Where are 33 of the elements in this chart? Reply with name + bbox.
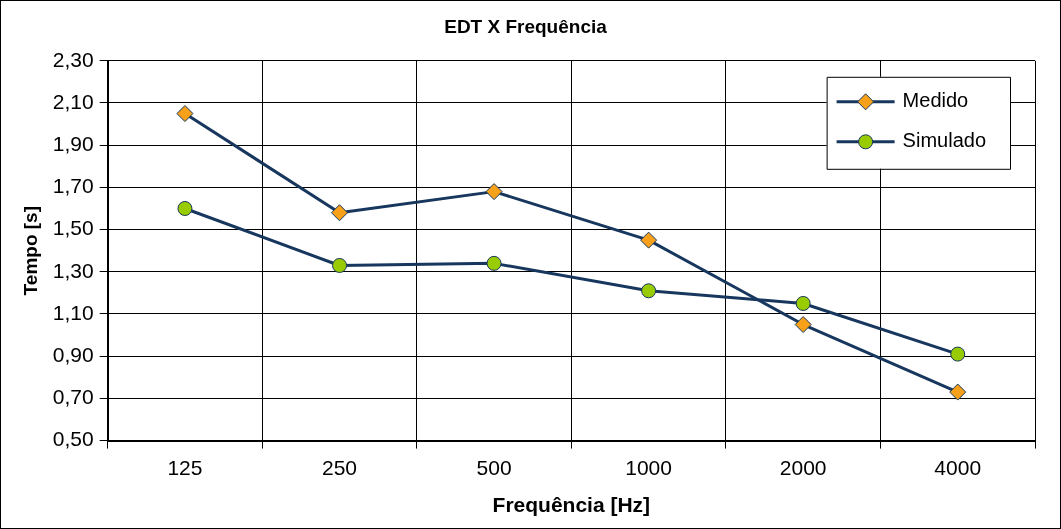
- point: [486, 255, 502, 271]
- point: [332, 257, 347, 273]
- y-tick-label: 0,50: [52, 427, 94, 451]
- y-tick-label: 1,70: [52, 174, 94, 198]
- point: [176, 105, 194, 123]
- point: [641, 283, 657, 299]
- chart-title: EDT X Frequência: [444, 15, 608, 37]
- x-tick-label: 125: [167, 456, 203, 479]
- y-tick-label: 1,30: [52, 258, 94, 282]
- x-tick-label: 500: [476, 456, 512, 479]
- point: [794, 316, 812, 334]
- y-tick-label: 1,10: [52, 300, 94, 324]
- x-axis-title: Frequência [Hz]: [492, 493, 651, 517]
- point: [640, 231, 658, 249]
- point: [331, 204, 348, 222]
- y-tick-label: 2,10: [52, 89, 94, 113]
- x-tick-label: 1000: [625, 456, 672, 479]
- legend-label: Simulado: [902, 129, 987, 152]
- point: [950, 346, 966, 362]
- y-tick-label: 1,50: [52, 216, 94, 240]
- legend-label: Medido: [902, 89, 969, 112]
- point: [177, 201, 193, 216]
- y-tick-label: 0,90: [52, 343, 94, 366]
- y-tick-label: 0,70: [52, 385, 94, 409]
- x-tick-label: 2000: [779, 456, 827, 479]
- y-tick-label: 1,90: [52, 132, 94, 155]
- point: [949, 383, 967, 401]
- point: [795, 295, 811, 311]
- x-tick-label: 250: [321, 456, 358, 479]
- y-axis-title: Tempo [s]: [19, 206, 41, 296]
- x-tick-label: 4000: [934, 456, 982, 479]
- y-tick-label: 2,30: [52, 47, 94, 71]
- point: [485, 183, 503, 201]
